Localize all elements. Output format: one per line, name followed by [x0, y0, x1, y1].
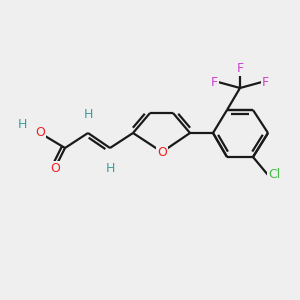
- Text: O: O: [35, 127, 45, 140]
- Text: F: F: [211, 76, 218, 88]
- Text: F: F: [236, 61, 244, 74]
- Text: H: H: [105, 161, 115, 175]
- Text: Cl: Cl: [268, 169, 280, 182]
- Text: H: H: [17, 118, 27, 131]
- Text: O: O: [50, 161, 60, 175]
- Text: O: O: [157, 146, 167, 158]
- Text: H: H: [83, 107, 93, 121]
- Text: F: F: [262, 76, 269, 88]
